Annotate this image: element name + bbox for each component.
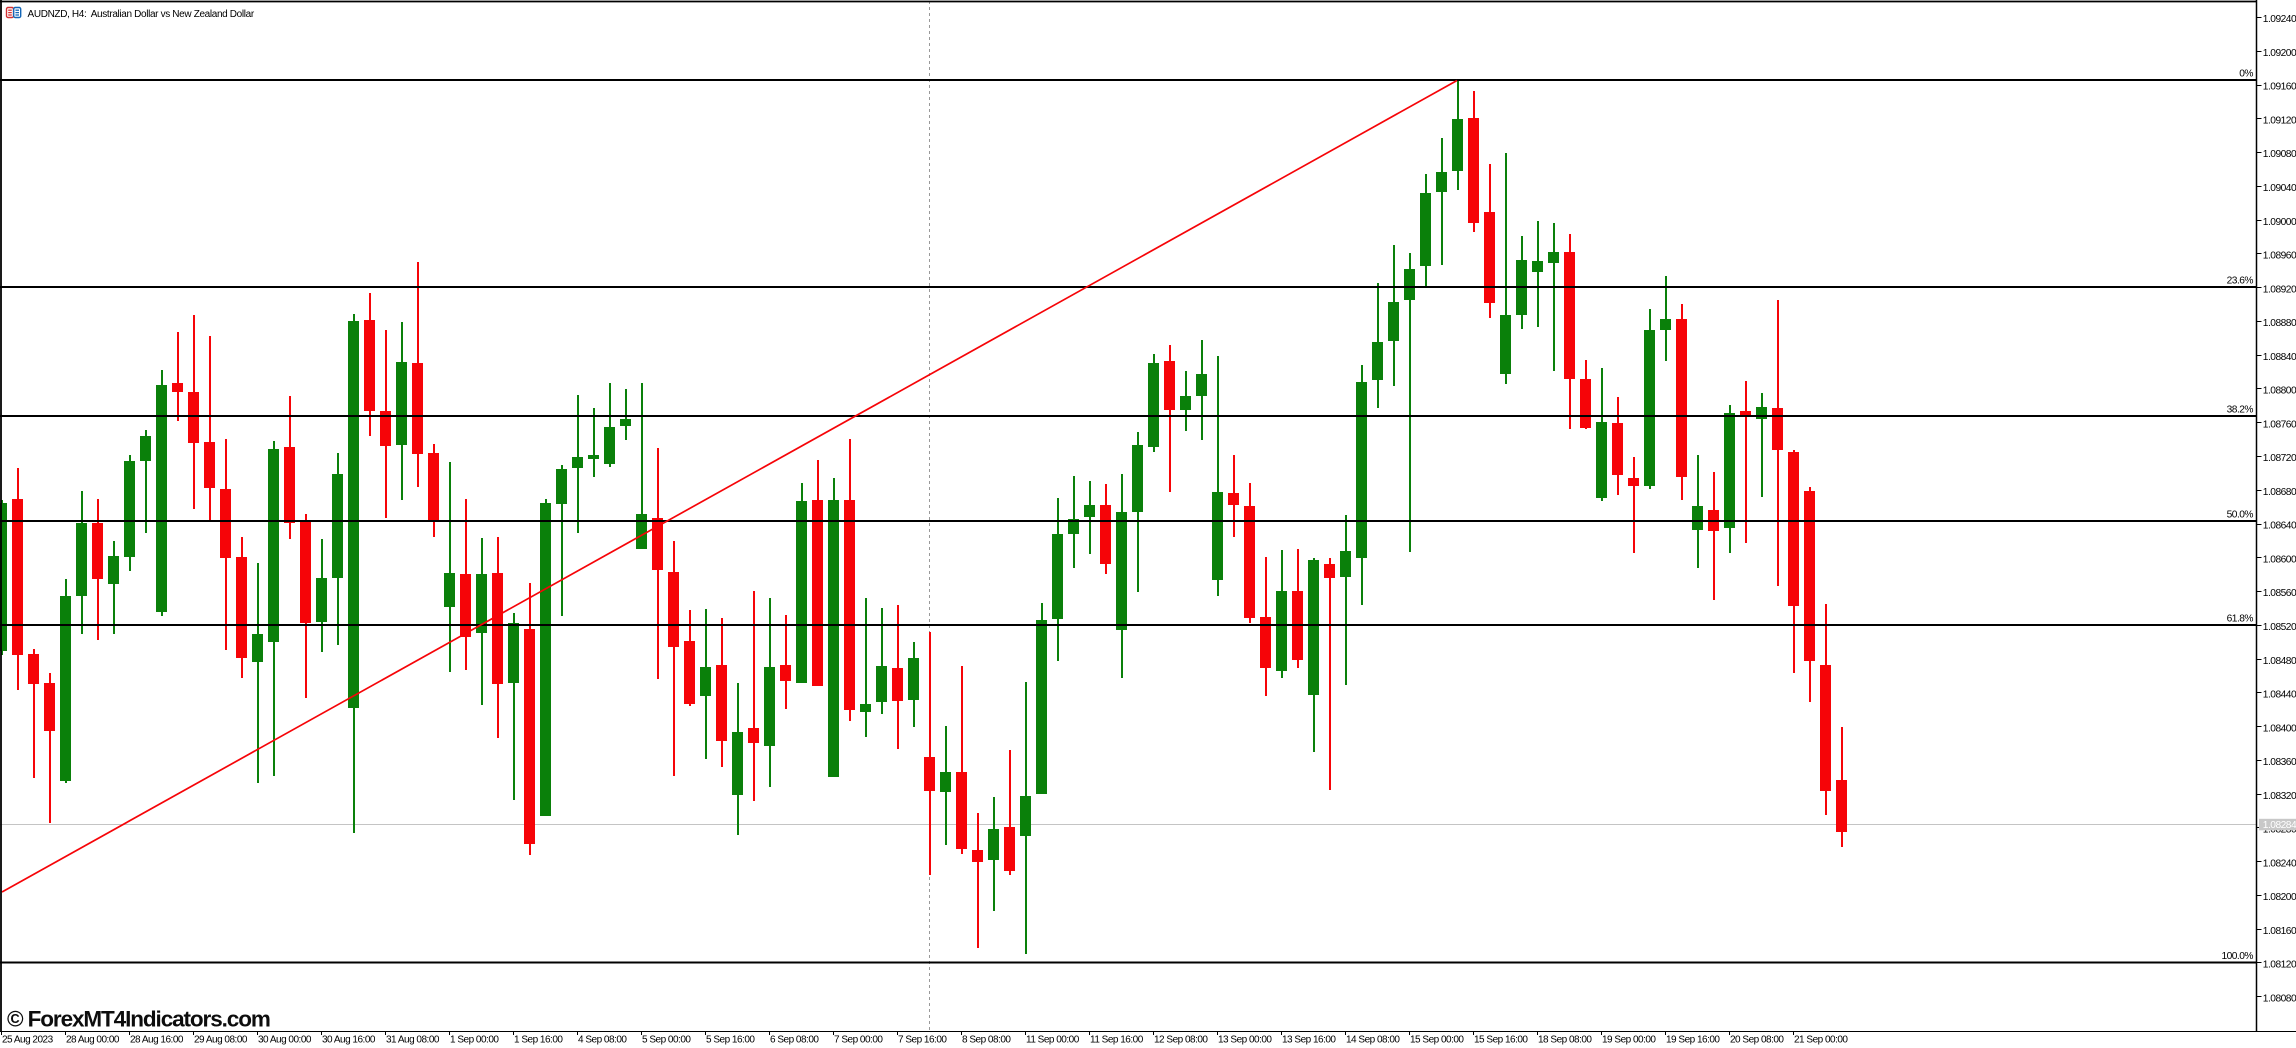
svg-text:19 Sep 16:00: 19 Sep 16:00 [1666,1034,1720,1045]
svg-text:30 Aug 16:00: 30 Aug 16:00 [322,1034,376,1045]
svg-text:© ForexMT4Indicators.com: © ForexMT4Indicators.com [7,1006,270,1031]
svg-text:13 Sep 16:00: 13 Sep 16:00 [1282,1034,1336,1045]
svg-text:14 Sep 08:00: 14 Sep 08:00 [1346,1034,1400,1045]
svg-text:28 Aug 16:00: 28 Aug 16:00 [130,1034,184,1045]
svg-text:1.09040: 1.09040 [2263,183,2296,194]
svg-text:7 Sep 16:00: 7 Sep 16:00 [898,1034,947,1045]
svg-text:28 Aug 00:00: 28 Aug 00:00 [66,1034,120,1045]
svg-text:1.08520: 1.08520 [2263,622,2296,633]
svg-text:1.08960: 1.08960 [2263,251,2296,262]
svg-text:1.08680: 1.08680 [2263,487,2296,498]
svg-text:1.08560: 1.08560 [2263,588,2296,599]
svg-text:1.08400: 1.08400 [2263,723,2296,734]
svg-text:1.08600: 1.08600 [2263,555,2296,566]
svg-text:61.8%: 61.8% [2227,614,2254,625]
svg-text:20 Sep 08:00: 20 Sep 08:00 [1730,1034,1784,1045]
svg-text:1.08720: 1.08720 [2263,453,2296,464]
svg-text:1.08240: 1.08240 [2263,858,2296,869]
svg-text:AUDNZD, H4: Australian Dollar: AUDNZD, H4: Australian Dollar vs New Zea… [28,9,255,20]
svg-text:25 Aug 2023: 25 Aug 2023 [2,1034,54,1045]
svg-text:1.08760: 1.08760 [2263,419,2296,430]
svg-text:30 Aug 00:00: 30 Aug 00:00 [258,1034,312,1045]
svg-text:1.08360: 1.08360 [2263,757,2296,768]
svg-text:1.09000: 1.09000 [2263,217,2296,228]
svg-text:1.08320: 1.08320 [2263,791,2296,802]
svg-text:4 Sep 08:00: 4 Sep 08:00 [578,1034,627,1045]
svg-text:1.08080: 1.08080 [2263,994,2296,1005]
svg-text:1.08880: 1.08880 [2263,318,2296,329]
svg-text:1.09200: 1.09200 [2263,48,2296,59]
svg-text:1.09080: 1.09080 [2263,149,2296,160]
svg-text:7 Sep 00:00: 7 Sep 00:00 [834,1034,883,1045]
svg-text:1.08480: 1.08480 [2263,656,2296,667]
svg-text:1.08200: 1.08200 [2263,892,2296,903]
svg-text:13 Sep 00:00: 13 Sep 00:00 [1218,1034,1272,1045]
svg-text:11 Sep 00:00: 11 Sep 00:00 [1026,1034,1080,1045]
svg-text:50.0%: 50.0% [2227,510,2254,521]
svg-text:1.08840: 1.08840 [2263,352,2296,363]
svg-text:15 Sep 00:00: 15 Sep 00:00 [1410,1034,1464,1045]
svg-text:1.08120: 1.08120 [2263,960,2296,971]
svg-text:1.08440: 1.08440 [2263,690,2296,701]
svg-text:29 Aug 08:00: 29 Aug 08:00 [194,1034,248,1045]
svg-text:1.09120: 1.09120 [2263,116,2296,127]
svg-text:15 Sep 16:00: 15 Sep 16:00 [1474,1034,1528,1045]
svg-text:1.09160: 1.09160 [2263,82,2296,93]
svg-text:5 Sep 00:00: 5 Sep 00:00 [642,1034,691,1045]
svg-text:1.08920: 1.08920 [2263,284,2296,295]
svg-text:1.08800: 1.08800 [2263,386,2296,397]
svg-text:6 Sep 08:00: 6 Sep 08:00 [770,1034,819,1045]
svg-text:21 Sep 00:00: 21 Sep 00:00 [1794,1034,1848,1045]
svg-text:23.6%: 23.6% [2227,276,2254,287]
svg-text:1 Sep 16:00: 1 Sep 16:00 [514,1034,563,1045]
svg-text:1.08160: 1.08160 [2263,926,2296,937]
svg-text:1.09240: 1.09240 [2263,14,2296,25]
svg-text:11 Sep 16:00: 11 Sep 16:00 [1090,1034,1144,1045]
svg-text:1 Sep 00:00: 1 Sep 00:00 [450,1034,499,1045]
svg-text:31 Aug 08:00: 31 Aug 08:00 [386,1034,440,1045]
svg-text:38.2%: 38.2% [2227,405,2254,416]
svg-text:100.0%: 100.0% [2221,951,2253,962]
svg-text:1.08284: 1.08284 [2263,820,2296,831]
svg-text:5 Sep 16:00: 5 Sep 16:00 [706,1034,755,1045]
svg-text:18 Sep 08:00: 18 Sep 08:00 [1538,1034,1592,1045]
svg-text:1.08640: 1.08640 [2263,521,2296,532]
svg-text:0%: 0% [2239,69,2253,80]
svg-text:19 Sep 00:00: 19 Sep 00:00 [1602,1034,1656,1045]
svg-text:8 Sep 08:00: 8 Sep 08:00 [962,1034,1011,1045]
svg-text:12 Sep 08:00: 12 Sep 08:00 [1154,1034,1208,1045]
